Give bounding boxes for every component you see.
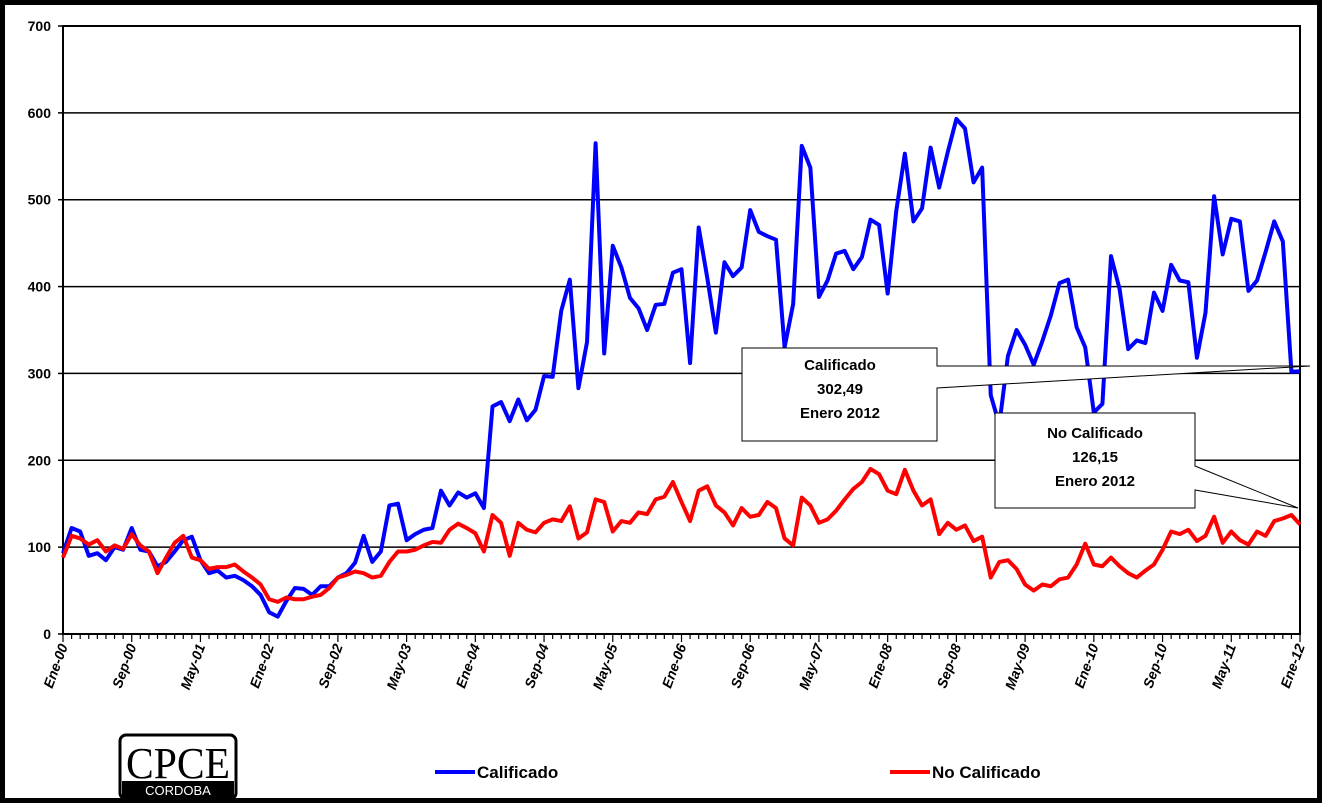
legend-label: No Calificado <box>932 763 1041 782</box>
annotation: Enero 2012 <box>800 405 880 422</box>
series-line <box>61 466 1302 604</box>
plot-area <box>62 25 1301 635</box>
legend-label: Calificado <box>477 763 558 782</box>
y-tick-label: 700 <box>28 18 52 34</box>
callout-box <box>741 347 1311 442</box>
annotation: Enero 2012 <box>1055 473 1135 490</box>
y-tick-label: 0 <box>43 626 51 642</box>
annotation: No Calificado <box>1047 425 1143 442</box>
annotation: Calificado <box>804 357 876 374</box>
y-tick-label: 600 <box>28 105 52 121</box>
logo-subtext: CORDOBA <box>145 783 211 798</box>
annotation: 302,49 <box>817 381 863 398</box>
y-tick-label: 500 <box>28 192 52 208</box>
y-tick-label: 300 <box>28 365 52 381</box>
logo: CPCE CORDOBA <box>118 733 238 801</box>
y-tick-label: 200 <box>28 452 52 468</box>
y-tick-label: 100 <box>28 539 52 555</box>
logo-text: CPCE <box>126 739 230 788</box>
y-tick-label: 400 <box>28 279 52 295</box>
callout-box <box>994 412 1299 509</box>
annotation: 126,15 <box>1072 449 1118 466</box>
